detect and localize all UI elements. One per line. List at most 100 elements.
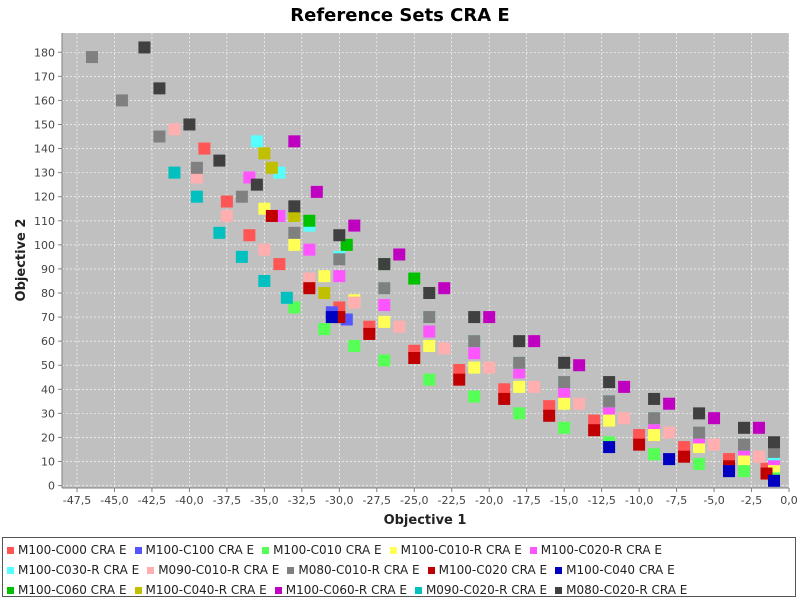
data-point [183,118,196,131]
x-tick-label: -25,0 [400,494,428,507]
x-tick-label: -40,0 [175,494,203,507]
legend-swatch [555,566,563,574]
legend-items: M100-C000 CRA E M100-C100 CRA E M100-C010 … [3,538,795,600]
data-point [325,311,338,324]
legend-swatch [414,586,422,594]
data-point [768,436,781,449]
data-point [250,135,263,148]
data-point [265,209,278,222]
legend-label: M100-C100 CRA E [145,543,255,557]
x-tick-label: 0,0 [780,494,798,507]
x-tick-label: -37,5 [213,494,241,507]
y-tick-label: 120 [34,191,55,204]
legend-swatch [555,586,563,594]
data-point [408,352,421,364]
data-point [423,373,436,386]
data-point [513,366,526,379]
legend-label: M100-C040 CRA E [566,563,675,577]
data-point [423,287,436,299]
legend-swatch [134,586,142,594]
data-point [198,142,211,155]
legend-swatch [7,566,14,574]
legend-swatch [147,566,155,574]
legend-swatch [7,586,14,594]
data-point [213,226,226,239]
data-point [213,154,226,167]
x-tick-label: -2,5 [741,494,762,507]
data-point [648,448,661,461]
data-point [738,453,751,466]
x-tick-label: -22,5 [437,494,465,507]
data-point [453,364,466,377]
x-tick-label: -30,0 [325,494,353,507]
data-point [588,414,601,427]
data-point [333,253,346,266]
y-tick-label: 140 [34,143,55,156]
legend-item: M090-C010-R CRA E [147,560,279,580]
data-point [333,229,346,242]
data-point [378,315,391,328]
data-point [243,229,256,242]
legend-item: M100-C000 CRA E [7,540,127,560]
legend-label: M100-C060 CRA E [18,583,127,597]
x-tick-label: -10,0 [625,494,653,507]
data-point [250,178,263,191]
data-point [438,342,451,355]
data-point [708,438,721,451]
data-point [603,441,616,454]
data-point [738,421,751,434]
data-point [303,282,316,295]
data-point [423,325,436,338]
legend-swatch [7,546,14,554]
y-tick-label: 180 [34,46,55,59]
legend-label: M080-C010-R CRA E [298,563,420,577]
x-tick-label: -32,5 [288,494,316,507]
y-tick-label: 30 [41,407,55,420]
legend-item: M080-C010-R CRA E [287,560,420,580]
data-point [138,41,151,54]
data-point [648,412,661,425]
data-point [678,441,691,454]
data-point [723,465,736,478]
series-13 [168,166,293,304]
data-point [618,412,631,425]
data-point [340,238,353,251]
data-point [603,414,616,427]
data-point [468,311,481,324]
data-point [678,450,691,463]
data-point [648,429,661,442]
series-12 [288,135,766,434]
data-point [693,426,706,439]
x-tick-label: -20,0 [475,494,503,507]
x-tick-label: -7,5 [666,494,687,507]
data-point [220,209,233,222]
data-point [633,438,646,451]
x-tick-label: -47,5 [63,494,91,507]
data-point [303,272,316,285]
data-point [153,82,166,95]
data-point [318,270,331,283]
data-point [438,282,451,295]
data-point [190,190,203,203]
data-point [168,123,181,136]
data-point [558,421,571,434]
data-point [573,359,586,372]
legend-label: M100-C020 CRA E [438,563,548,577]
x-tick-label: -12,5 [587,494,615,507]
data-point [753,450,766,463]
series-6 [168,123,766,463]
y-tick-label: 80 [41,287,55,300]
data-point [288,301,301,314]
x-tick-label: -15,0 [550,494,578,507]
data-point [85,51,98,64]
data-point [513,407,526,420]
legend-swatch [529,546,537,554]
legend-item: M100-C030-R CRA E [7,560,139,580]
x-tick-label: -45,0 [100,494,128,507]
plot-area [62,33,789,488]
legend-item: M100-C040 CRA E [555,560,675,580]
legend-label: M100-C010 CRA E [273,543,382,557]
legend-item: M100-C040-R CRA E [134,580,267,600]
y-tick-label: 0 [48,480,55,493]
